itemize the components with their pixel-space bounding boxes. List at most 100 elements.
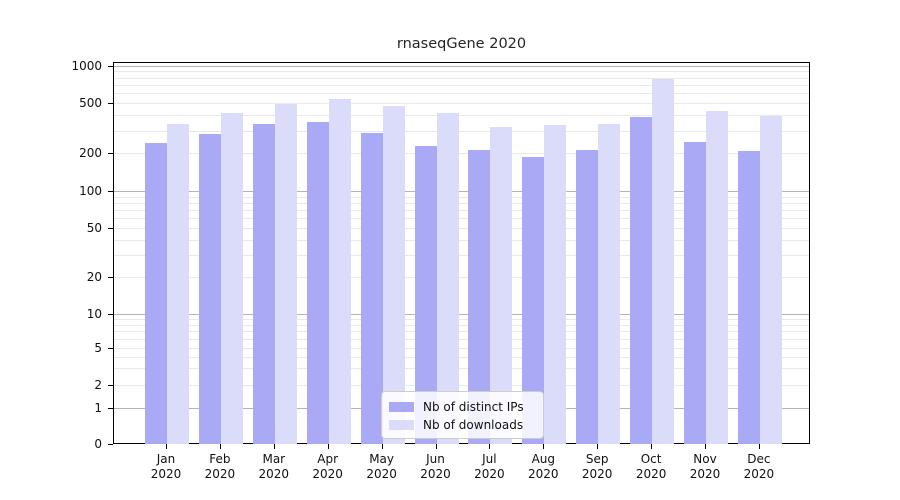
y-tick-label-50: 50 bbox=[86, 221, 102, 236]
bar-distinct-ips-Apr-2020 bbox=[306, 122, 329, 444]
x-tick-label-Jan-2020: Jan 2020 bbox=[150, 452, 182, 481]
bar-downloads-Jan-2020 bbox=[167, 123, 189, 444]
legend-item-downloads: Nb of downloads bbox=[389, 416, 535, 434]
minor-gridline-400 bbox=[114, 115, 809, 117]
x-tick-label-Nov-2020: Nov 2020 bbox=[689, 452, 721, 481]
x-tick-label-Mar-2020: Mar 2020 bbox=[258, 452, 290, 481]
bar-downloads-May-2020 bbox=[382, 105, 405, 444]
bar-distinct-ips-Jan-2020 bbox=[145, 143, 167, 444]
y-tick-mark-10 bbox=[108, 314, 113, 315]
y-tick-mark-5 bbox=[108, 347, 113, 349]
x-tick-label-May-2020: May 2020 bbox=[366, 452, 397, 481]
minor-gridline-700 bbox=[114, 84, 809, 86]
minor-gridline-50 bbox=[114, 228, 809, 230]
y-tick-label-500: 500 bbox=[79, 96, 102, 111]
minor-gridline-6 bbox=[114, 338, 809, 340]
minor-gridline-800 bbox=[114, 77, 809, 79]
bar-downloads-Dec-2020 bbox=[759, 116, 782, 444]
y-tick-mark-1000 bbox=[108, 65, 113, 67]
minor-gridline-4 bbox=[114, 356, 809, 358]
x-tick-mark-Nov-2020 bbox=[705, 444, 706, 449]
minor-gridline-300 bbox=[114, 131, 809, 133]
bar-distinct-ips-Dec-2020 bbox=[737, 150, 760, 444]
minor-gridline-5 bbox=[114, 347, 809, 349]
minor-gridline-40 bbox=[114, 239, 809, 241]
x-tick-mark-Apr-2020 bbox=[327, 444, 329, 449]
chart-title: rnaseqGene 2020 bbox=[396, 36, 527, 52]
x-tick-mark-Sep-2020 bbox=[597, 444, 599, 449]
x-tick-label-Jul-2020: Jul 2020 bbox=[474, 452, 505, 481]
bar-distinct-ips-Feb-2020 bbox=[198, 133, 221, 444]
minor-gridline-8 bbox=[114, 324, 809, 326]
legend-swatch-distinct-ips bbox=[389, 402, 414, 412]
x-tick-mark-Feb-2020 bbox=[219, 444, 221, 449]
x-tick-label-Oct-2020: Oct 2020 bbox=[635, 452, 667, 481]
legend-swatch-downloads bbox=[389, 420, 414, 430]
y-tick-mark-1 bbox=[108, 408, 113, 409]
minor-gridline-600 bbox=[114, 93, 809, 95]
x-tick-mark-May-2020 bbox=[381, 444, 383, 449]
minor-gridline-80 bbox=[114, 202, 809, 204]
x-tick-label-Aug-2020: Aug 2020 bbox=[528, 452, 559, 481]
legend-label-downloads: Nb of downloads bbox=[423, 418, 524, 432]
y-tick-mark-20 bbox=[108, 276, 113, 278]
legend-item-distinct-ips: Nb of distinct IPs bbox=[389, 398, 535, 416]
bar-downloads-Aug-2020 bbox=[544, 125, 567, 444]
legend-label-distinct-ips: Nb of distinct IPs bbox=[423, 400, 524, 414]
minor-gridline-20 bbox=[114, 276, 809, 278]
y-tick-label-1000: 1000 bbox=[71, 58, 102, 73]
minor-gridline-60 bbox=[114, 218, 809, 220]
minor-gridline-70 bbox=[114, 210, 809, 212]
y-tick-mark-2 bbox=[108, 385, 113, 386]
bar-downloads-Jun-2020 bbox=[436, 113, 459, 444]
bar-distinct-ips-Nov-2020 bbox=[684, 141, 706, 444]
minor-gridline-30 bbox=[114, 255, 809, 257]
minor-gridline-200 bbox=[114, 153, 809, 155]
minor-gridline-900 bbox=[114, 71, 809, 73]
x-tick-mark-Aug-2020 bbox=[543, 444, 545, 449]
x-tick-mark-Mar-2020 bbox=[273, 444, 275, 449]
x-tick-mark-Jun-2020 bbox=[435, 444, 437, 449]
minor-gridline-9 bbox=[114, 319, 809, 321]
y-tick-label-2: 2 bbox=[94, 378, 102, 392]
bar-distinct-ips-May-2020 bbox=[360, 133, 383, 444]
y-tick-mark-0 bbox=[108, 444, 113, 445]
bar-downloads-Nov-2020 bbox=[706, 110, 728, 444]
minor-gridline-2 bbox=[114, 385, 809, 386]
y-tick-label-1: 1 bbox=[94, 401, 102, 415]
y-tick-label-20: 20 bbox=[86, 269, 102, 284]
x-tick-label-Apr-2020: Apr 2020 bbox=[312, 452, 343, 481]
bar-downloads-Sep-2020 bbox=[598, 123, 621, 444]
x-tick-label-Sep-2020: Sep 2020 bbox=[581, 452, 613, 481]
bar-downloads-Jul-2020 bbox=[490, 127, 513, 444]
bar-downloads-Oct-2020 bbox=[652, 78, 675, 444]
bar-downloads-Mar-2020 bbox=[274, 103, 297, 444]
y-tick-mark-500 bbox=[108, 103, 113, 105]
y-tick-mark-200 bbox=[108, 153, 113, 155]
plot-area bbox=[113, 62, 810, 444]
x-tick-mark-Dec-2020 bbox=[758, 444, 760, 449]
y-tick-label-100: 100 bbox=[79, 184, 102, 198]
x-tick-mark-Jan-2020 bbox=[166, 444, 167, 449]
bar-distinct-ips-Oct-2020 bbox=[630, 117, 653, 444]
x-tick-label-Feb-2020: Feb 2020 bbox=[204, 452, 236, 481]
bar-downloads-Apr-2020 bbox=[328, 98, 351, 444]
y-tick-mark-50 bbox=[108, 228, 113, 230]
y-tick-label-200: 200 bbox=[79, 146, 102, 161]
minor-gridline-90 bbox=[114, 196, 809, 198]
bar-distinct-ips-Jun-2020 bbox=[414, 145, 437, 444]
x-tick-label-Jun-2020: Jun 2020 bbox=[420, 452, 451, 481]
bar-distinct-ips-Sep-2020 bbox=[576, 150, 599, 444]
y-tick-mark-100 bbox=[108, 191, 113, 192]
minor-gridline-3 bbox=[114, 368, 809, 370]
bar-distinct-ips-Mar-2020 bbox=[252, 124, 275, 444]
major-gridline-10 bbox=[114, 314, 809, 315]
y-tick-label-5: 5 bbox=[94, 340, 102, 355]
x-tick-mark-Jul-2020 bbox=[489, 444, 491, 449]
bar-downloads-Feb-2020 bbox=[220, 113, 243, 444]
minor-gridline-500 bbox=[114, 103, 809, 105]
y-tick-label-0: 0 bbox=[94, 437, 102, 451]
x-tick-label-Dec-2020: Dec 2020 bbox=[743, 452, 775, 481]
minor-gridline-7 bbox=[114, 331, 809, 333]
